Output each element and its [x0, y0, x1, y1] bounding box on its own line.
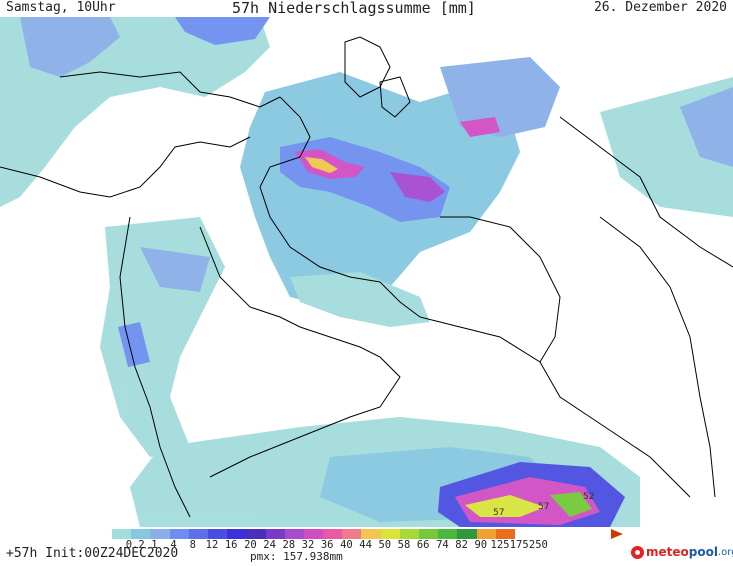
precipitation-fill — [0, 17, 733, 527]
legend-labels: 0.2 1 4 8 12 16 20 24 28 32 36 40 44 50 58 66 74 82 90 125 1… — [112, 539, 632, 553]
legend-swatch — [438, 529, 458, 539]
meteopool-logo-icon — [631, 545, 644, 559]
legend-swatch — [457, 529, 477, 539]
map-max-label-2: 57 — [538, 502, 549, 512]
legend-tick-label: 0.2 — [125, 539, 145, 551]
precip-south-cell-green — [550, 492, 592, 517]
max-precip-label: pmx: 157.938mm — [250, 550, 343, 563]
legend-swatch — [207, 529, 228, 539]
legend-swatch — [380, 529, 400, 539]
legend-tick-label: 16 — [224, 539, 238, 551]
legend-swatch — [323, 529, 343, 539]
legend-tick-label: 90 — [474, 539, 488, 551]
legend-tick-label: 20 — [244, 539, 257, 551]
coastlines-borders — [0, 36, 733, 518]
legend-tick-label: 4 — [170, 539, 177, 551]
precip-south-cell-yellow — [465, 495, 545, 517]
precipitation-map: 57 57 52 — [0, 17, 733, 527]
legend-tick-label: 36 — [320, 539, 334, 551]
legend-swatch — [131, 529, 151, 539]
legend-swatch — [246, 529, 266, 539]
legend-overflow-arrow — [611, 529, 623, 539]
legend-swatch — [342, 529, 362, 539]
legend-tick-label: 66 — [416, 539, 430, 551]
legend-tick-label: 50 — [378, 539, 392, 551]
legend-swatch — [265, 529, 285, 539]
legend-swatch — [419, 529, 439, 539]
legend-swatch — [112, 529, 132, 539]
legend-tick-label: 40 — [340, 539, 353, 551]
legend-tick-label: 24 — [263, 539, 276, 551]
legend-tick-label: 8 — [189, 539, 196, 551]
precip-red-sea-core — [118, 322, 150, 367]
logo-text-suffix: .org — [717, 546, 733, 558]
precip-central-asia — [440, 57, 560, 137]
legend-swatch — [188, 529, 208, 539]
legend-swatch — [399, 529, 419, 539]
legend-swatch — [361, 529, 381, 539]
valid-time-label: Samstag, 10Uhr — [6, 0, 116, 15]
legend-tick-label: 44 — [359, 539, 372, 551]
precip-east-core — [390, 172, 445, 202]
legend-tick-label: 12 — [205, 539, 219, 551]
logo-text-part2: pool — [688, 545, 718, 559]
legend-swatch — [284, 529, 304, 539]
legend-tick-label: 1 — [151, 539, 158, 551]
map-title: 57h Niederschlagssumme [mm] — [232, 0, 476, 17]
precip-persian-gulf — [290, 272, 430, 327]
legend-tick-label: 74 — [436, 539, 449, 551]
precip-northeast-core — [680, 87, 733, 167]
map-max-label-1: 57 — [493, 508, 504, 518]
legend-tick-label: 82 — [455, 539, 468, 551]
precip-top-center — [175, 17, 270, 45]
precip-arabia-west-core — [140, 247, 210, 292]
precip-top-left-core — [20, 17, 120, 77]
precip-zagros-max — [305, 157, 338, 173]
meteopool-logo[interactable]: meteo pool .org — [631, 545, 733, 559]
legend-tick-label: 58 — [397, 539, 411, 551]
legend-tick-label: 175 — [509, 539, 529, 551]
legend-color-bar — [112, 529, 515, 539]
color-legend: 0.2 1 4 8 12 16 20 24 28 32 36 40 44 50 58 66 74 82 90 125 1… — [112, 529, 632, 553]
legend-tick-label: 32 — [301, 539, 315, 551]
map-canvas: 57 57 52 — [0, 17, 733, 527]
legend-swatch — [476, 529, 496, 539]
legend-swatch — [495, 529, 515, 539]
legend-swatch — [169, 529, 189, 539]
legend-tick-label: 28 — [282, 539, 296, 551]
precip-central-asia-core — [460, 117, 500, 137]
legend-swatch — [303, 529, 324, 539]
valid-date-label: 26. Dezember 2020 — [593, 0, 727, 15]
legend-tick-label: 125 — [490, 539, 510, 551]
legend-swatch — [227, 529, 247, 539]
init-time-label: +57h Init:00Z24DEC2020 — [6, 546, 179, 561]
map-max-label-3: 52 — [583, 492, 594, 502]
legend-tick-label: 250 — [528, 539, 548, 551]
logo-text-part1: meteo — [646, 545, 689, 559]
legend-swatch — [150, 529, 170, 539]
